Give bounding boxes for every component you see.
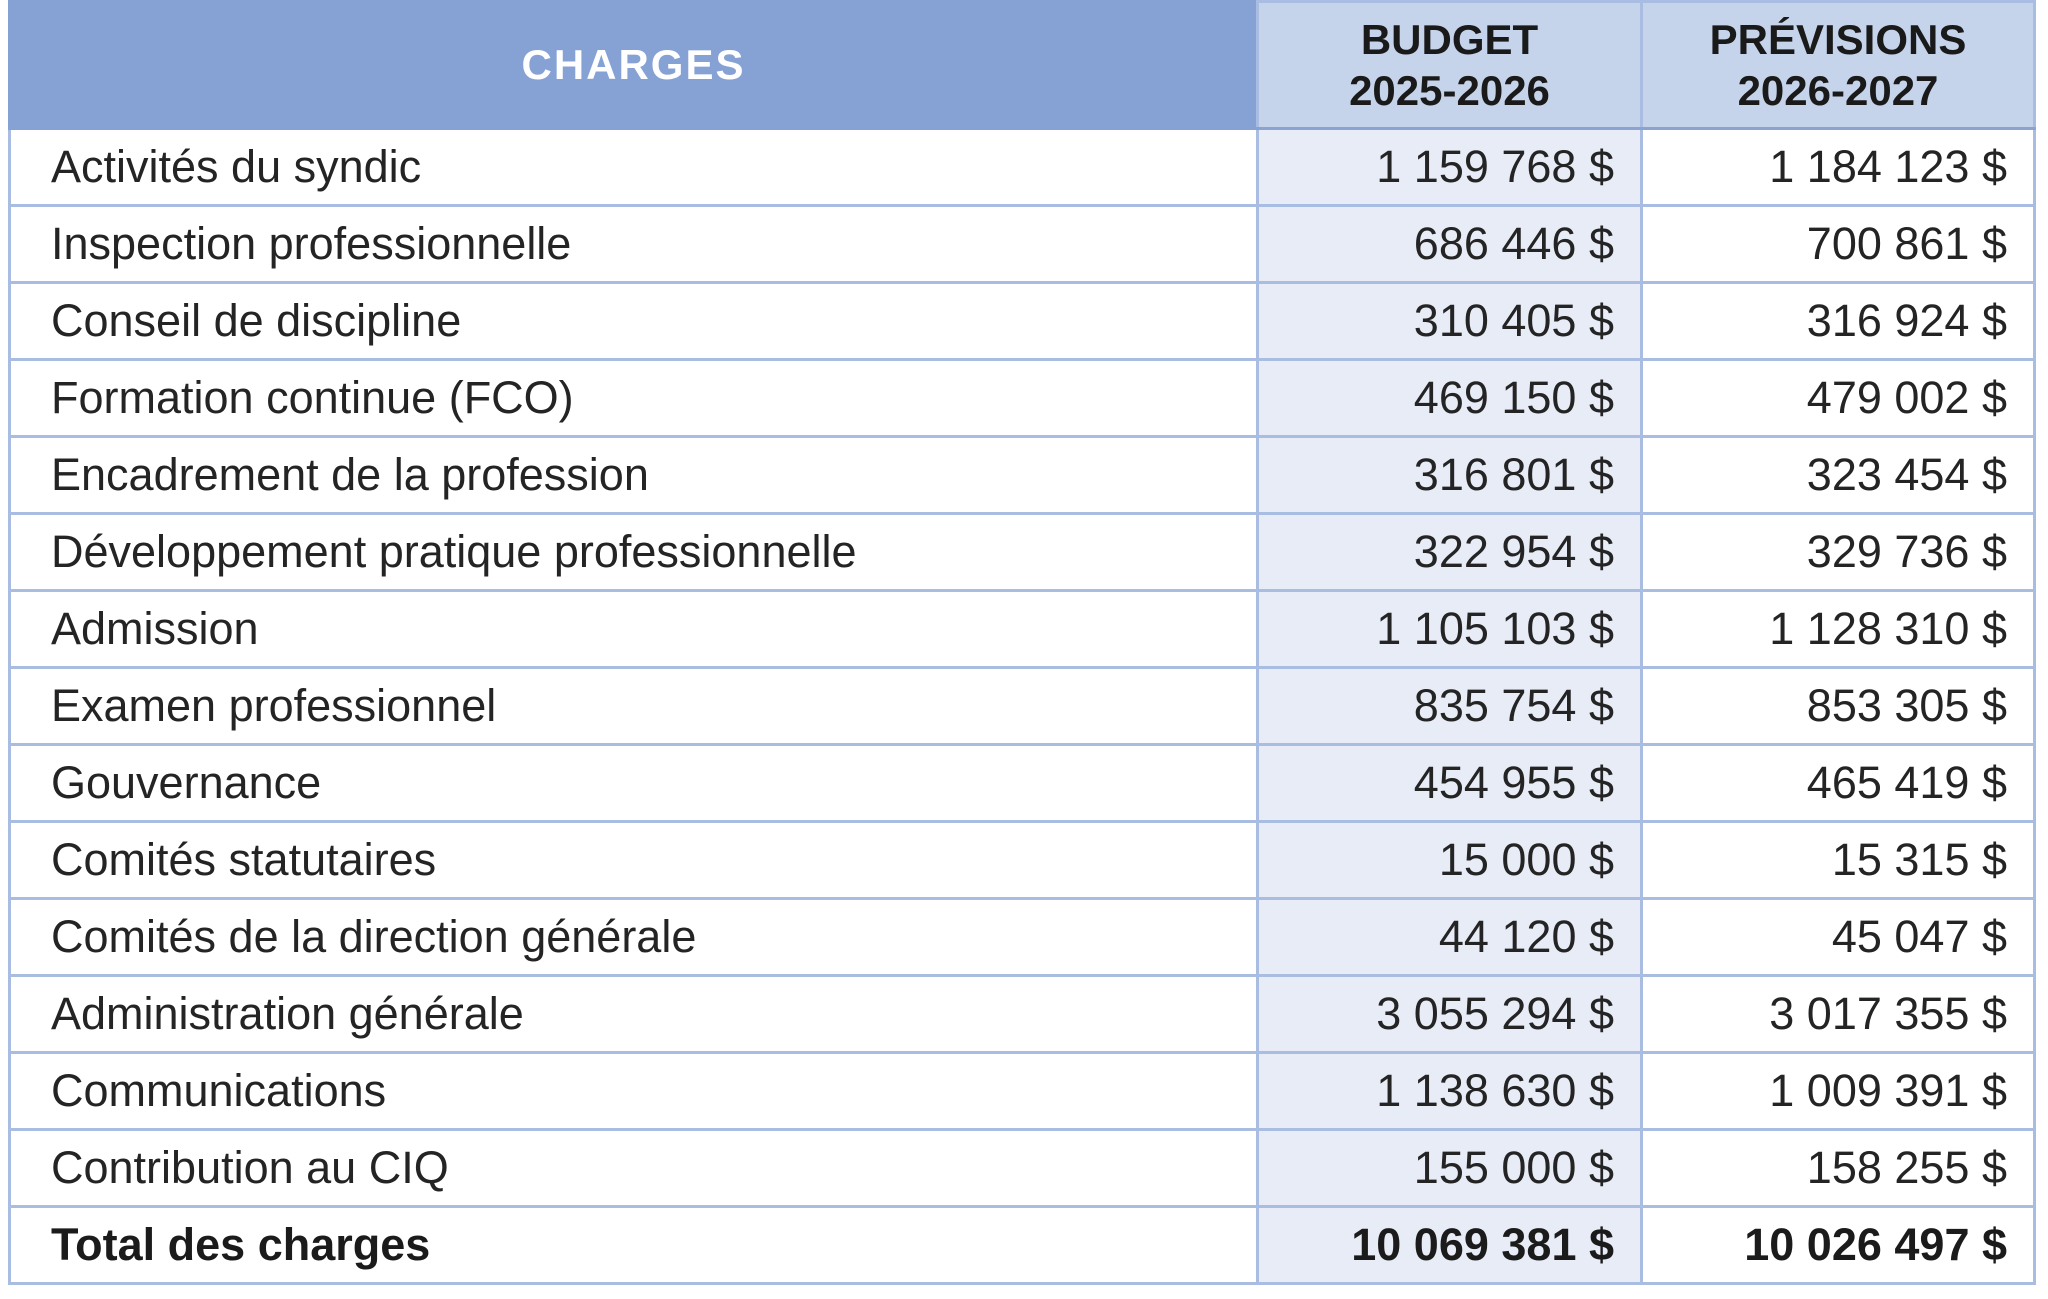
table-row: Comités de la direction générale 44 120 … [8, 897, 2036, 977]
row-label: Examen professionnel [8, 666, 1259, 746]
budget-header-line1: BUDGET [1360, 15, 1539, 63]
table-row: Examen professionnel 835 754 $ 853 305 $ [8, 666, 2036, 746]
previsions-value: 3 017 355 $ [1640, 974, 2036, 1054]
total-row: Total des charges 10 069 381 $ 10 026 49… [8, 1205, 2036, 1285]
budget-value: 322 954 $ [1256, 512, 1643, 592]
budget-value: 1 138 630 $ [1256, 1051, 1643, 1131]
table-row: Administration générale 3 055 294 $ 3 01… [8, 974, 2036, 1054]
table-row: Encadrement de la profession 316 801 $ 3… [8, 435, 2036, 515]
previsions-value: 15 315 $ [1640, 820, 2036, 900]
table-row: Activités du syndic 1 159 768 $ 1 184 12… [8, 127, 2036, 207]
column-header-previsions-2026-2027: PRÉVISIONS 2026-2027 [1640, 0, 2036, 130]
budget-value: 1 105 103 $ [1256, 589, 1643, 669]
column-header-budget-2025-2026: BUDGET 2025-2026 [1256, 0, 1643, 130]
previsions-value: 329 736 $ [1640, 512, 2036, 592]
table-row: Conseil de discipline 310 405 $ 316 924 … [8, 281, 2036, 361]
previsions-value: 1 128 310 $ [1640, 589, 2036, 669]
column-header-charges: CHARGES [8, 0, 1259, 130]
budget-value: 155 000 $ [1256, 1128, 1643, 1208]
row-label: Formation continue (FCO) [8, 358, 1259, 438]
budget-value: 44 120 $ [1256, 897, 1643, 977]
row-label: Activités du syndic [8, 127, 1259, 207]
table-row: Comités statutaires 15 000 $ 15 315 $ [8, 820, 2036, 900]
previsions-value: 700 861 $ [1640, 204, 2036, 284]
budget-value: 310 405 $ [1256, 281, 1643, 361]
budget-value: 316 801 $ [1256, 435, 1643, 515]
previsions-header-line1: PRÉVISIONS [1709, 15, 1967, 63]
row-label: Développement pratique professionnelle [8, 512, 1259, 592]
budget-value: 686 446 $ [1256, 204, 1643, 284]
previsions-value: 316 924 $ [1640, 281, 2036, 361]
charges-budget-table: CHARGES BUDGET 2025-2026 PRÉVISIONS 2026… [8, 0, 2036, 1285]
table-row: Communications 1 138 630 $ 1 009 391 $ [8, 1051, 2036, 1131]
previsions-value: 853 305 $ [1640, 666, 2036, 746]
previsions-value: 1 184 123 $ [1640, 127, 2036, 207]
previsions-value: 465 419 $ [1640, 743, 2036, 823]
header-row: CHARGES BUDGET 2025-2026 PRÉVISIONS 2026… [8, 0, 2036, 130]
row-label: Comités de la direction générale [8, 897, 1259, 977]
table-row: Inspection professionnelle 686 446 $ 700… [8, 204, 2036, 284]
table-row: Admission 1 105 103 $ 1 128 310 $ [8, 589, 2036, 669]
previsions-value: 323 454 $ [1640, 435, 2036, 515]
budget-header-line2: 2025-2026 [1349, 67, 1550, 114]
previsions-value: 158 255 $ [1640, 1128, 2036, 1208]
row-label: Encadrement de la profession [8, 435, 1259, 515]
budget-value: 454 955 $ [1256, 743, 1643, 823]
budget-value: 3 055 294 $ [1256, 974, 1643, 1054]
table-row: Développement pratique professionnelle 3… [8, 512, 2036, 592]
previsions-header-line2: 2026-2027 [1737, 67, 1939, 114]
previsions-value: 1 009 391 $ [1640, 1051, 2036, 1131]
budget-value: 835 754 $ [1256, 666, 1643, 746]
previsions-value: 479 002 $ [1640, 358, 2036, 438]
row-label: Gouvernance [8, 743, 1259, 823]
previsions-value: 45 047 $ [1640, 897, 2036, 977]
charges-header-label: CHARGES [521, 41, 746, 88]
total-previsions-value: 10 026 497 $ [1640, 1205, 2036, 1285]
row-label: Conseil de discipline [8, 281, 1259, 361]
row-label: Communications [8, 1051, 1259, 1131]
budget-value: 469 150 $ [1256, 358, 1643, 438]
table-row: Formation continue (FCO) 469 150 $ 479 0… [8, 358, 2036, 438]
table-row: Contribution au CIQ 155 000 $ 158 255 $ [8, 1128, 2036, 1208]
row-label: Administration générale [8, 974, 1259, 1054]
row-label: Inspection professionnelle [8, 204, 1259, 284]
row-label: Contribution au CIQ [8, 1128, 1259, 1208]
row-label: Admission [8, 589, 1259, 669]
total-budget-value: 10 069 381 $ [1256, 1205, 1643, 1285]
table-row: Gouvernance 454 955 $ 465 419 $ [8, 743, 2036, 823]
budget-value: 15 000 $ [1256, 820, 1643, 900]
budget-value: 1 159 768 $ [1256, 127, 1643, 207]
total-label: Total des charges [8, 1205, 1259, 1285]
row-label: Comités statutaires [8, 820, 1259, 900]
